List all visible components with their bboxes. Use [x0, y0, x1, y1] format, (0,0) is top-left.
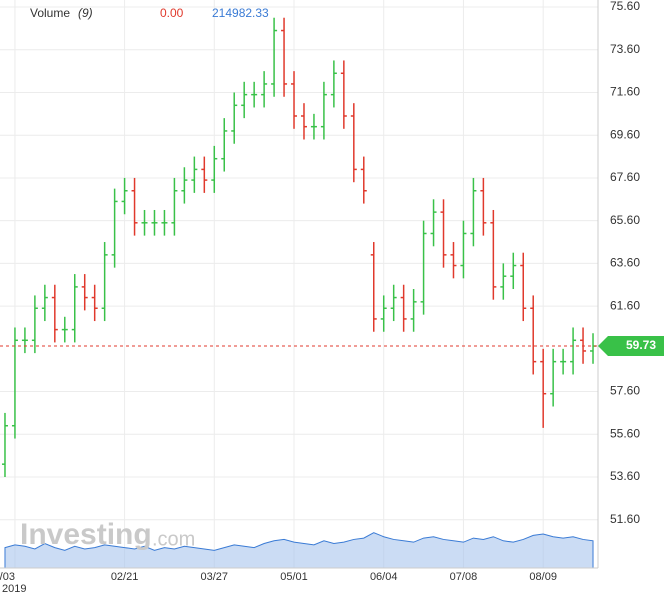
y-tick-label: 51.60 [610, 512, 640, 526]
volume-pane [4, 532, 594, 569]
y-tick-label: 61.60 [610, 298, 640, 312]
y-tick-label: 69.60 [610, 127, 640, 141]
y-tick-label: 57.60 [610, 384, 640, 398]
x-tick-label: 01/03 [0, 571, 15, 583]
legend-period: (9) [78, 6, 93, 20]
y-tick-label: 71.60 [610, 85, 640, 99]
watermark-domain: .com [152, 528, 195, 550]
y-tick-label: 75.60 [610, 0, 640, 13]
y-tick-label: 63.60 [610, 256, 640, 270]
year-label: 2019 [2, 583, 26, 594]
x-tick-label: 07/08 [450, 571, 478, 583]
y-tick-label: 73.60 [610, 42, 640, 56]
legend-label: Volume [30, 6, 70, 20]
watermark-brand: Investing [20, 518, 152, 551]
volume-area [4, 532, 594, 569]
price-label: 59.73 [626, 338, 656, 352]
axes: 75.60 73.60 71.60 69.60 67.60 65.60 63.60 61.60… [0, 0, 664, 583]
x-tick-label: 06/04 [370, 571, 398, 583]
price-tag [598, 336, 664, 357]
x-tick-label: 03/27 [201, 571, 229, 583]
y-tick-label: 65.60 [610, 213, 640, 227]
y-tick-label: 67.60 [610, 170, 640, 184]
x-tick-label: 02/21 [111, 571, 139, 583]
grid [0, 0, 598, 568]
legend-value: 214982.33 [212, 6, 269, 20]
y-tick-label: 53.60 [610, 469, 640, 483]
legend-value: 0.00 [160, 6, 184, 20]
x-tick-label: 05/01 [280, 571, 308, 583]
x-tick-label: 08/09 [529, 571, 557, 583]
y-tick-label: 55.60 [610, 426, 640, 440]
